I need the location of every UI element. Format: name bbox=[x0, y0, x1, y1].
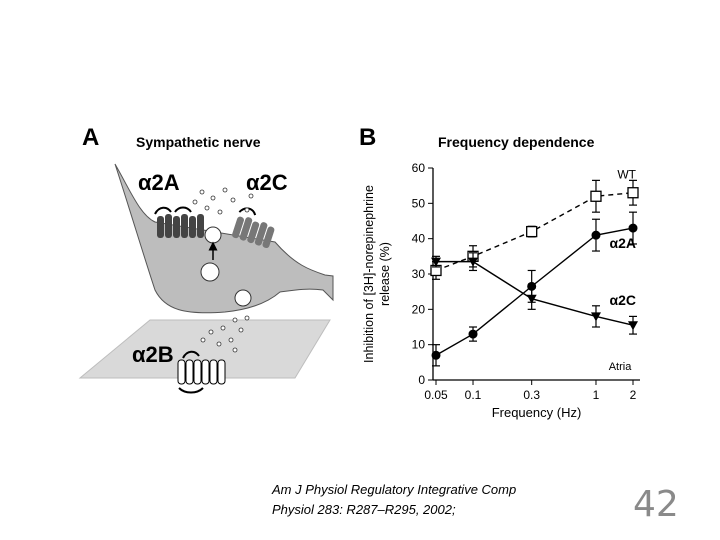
series-line bbox=[435, 227, 634, 356]
y-tick-label: 20 bbox=[412, 302, 426, 316]
frequency-dependence-chart: Inhibition of [3H]-norepinephrine releas… bbox=[362, 161, 640, 420]
y-tick-label: 0 bbox=[418, 373, 425, 387]
y-tick-label: 10 bbox=[412, 338, 426, 352]
x-tick-label: 2 bbox=[630, 388, 637, 402]
panel-a-letter: A bbox=[82, 124, 100, 151]
data-point bbox=[591, 230, 601, 240]
x-tick-label: 0.1 bbox=[465, 388, 482, 402]
x-tick-label: 1 bbox=[593, 388, 600, 402]
x-axis-label: Frequency (Hz) bbox=[492, 405, 582, 420]
citation-line1: Am J Physiol Regulatory Integrative Comp bbox=[272, 482, 517, 497]
postsynaptic-membrane bbox=[78, 319, 331, 379]
vesicle-icon bbox=[200, 262, 220, 282]
data-point bbox=[628, 223, 638, 233]
y-axis-label-line2: release (%) bbox=[378, 242, 392, 306]
data-point bbox=[590, 190, 602, 202]
nerve-terminal bbox=[114, 163, 334, 314]
y-axis-label: Inhibition of [3H]-norepinephrine releas… bbox=[362, 185, 392, 363]
y-tick-label: 50 bbox=[412, 196, 426, 210]
data-point bbox=[526, 225, 538, 238]
citation: Am J Physiol Regulatory Integrative Comp… bbox=[272, 480, 622, 520]
alpha2b-receptor-icon bbox=[177, 350, 226, 394]
alpha2b-label: α2B bbox=[132, 342, 174, 367]
panel-a-title: Sympathetic nerve bbox=[136, 134, 261, 150]
legend-label: α2A bbox=[609, 235, 636, 251]
x-tick-label: 0.3 bbox=[523, 388, 540, 402]
data-point bbox=[431, 257, 441, 267]
chart-series: WT α2A α2C bbox=[430, 168, 639, 367]
data-point bbox=[431, 350, 441, 360]
legend-label: α2C bbox=[609, 292, 636, 308]
vesicle-icon bbox=[234, 289, 252, 307]
data-point bbox=[590, 312, 601, 322]
y-tick-label: 60 bbox=[412, 161, 426, 175]
data-point bbox=[526, 294, 537, 304]
alpha2c-receptor-icon bbox=[232, 207, 275, 249]
panel-b-letter: B bbox=[359, 124, 377, 151]
data-point bbox=[468, 329, 478, 339]
data-point bbox=[627, 187, 639, 199]
panel-b-title: Frequency dependence bbox=[438, 134, 595, 150]
citation-line2: Physiol 283: R287–R295, 2002; bbox=[272, 502, 456, 517]
vesicle-icon bbox=[204, 226, 222, 244]
data-point bbox=[468, 257, 479, 267]
alpha2a-receptor-icon bbox=[154, 206, 204, 238]
series-line bbox=[436, 260, 634, 326]
legend-label: WT bbox=[617, 168, 636, 182]
y-tick-label: 30 bbox=[412, 267, 426, 281]
atria-annotation: Atria bbox=[609, 361, 633, 373]
x-tick-label: 0.05 bbox=[424, 388, 448, 402]
norepinephrine-dots bbox=[192, 187, 254, 353]
alpha2a-label: α2A bbox=[138, 170, 180, 195]
slide-number: 42 bbox=[633, 484, 679, 525]
sympathetic-nerve-diagram bbox=[78, 163, 334, 394]
data-point bbox=[628, 321, 638, 331]
y-axis-label-line1: Inhibition of [3H]-norepinephrine bbox=[362, 185, 376, 363]
y-tick-label: 40 bbox=[412, 232, 426, 246]
alpha2c-label: α2C bbox=[246, 170, 288, 195]
chart-axes: 0 10 20 30 40 50 60 0.05 0.1 0.3 1 2 bbox=[412, 161, 640, 402]
